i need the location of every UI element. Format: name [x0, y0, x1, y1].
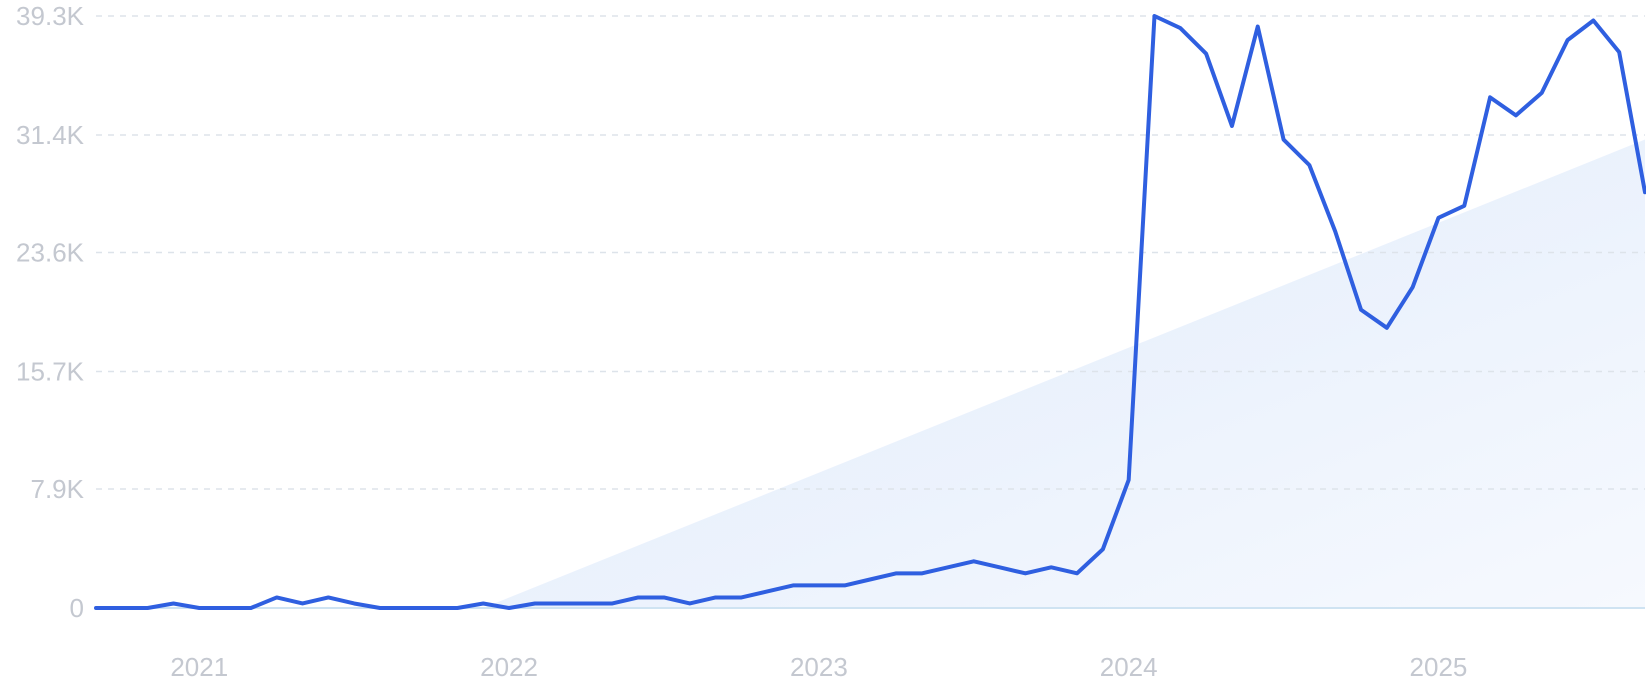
y-tick-label: 15.7K: [16, 357, 85, 387]
series-line: [94, 14, 1646, 610]
trend-area: [483, 139, 1645, 609]
y-tick-label: 0: [70, 593, 84, 623]
y-tick-label: 23.6K: [16, 237, 85, 267]
y-tick-label: 31.4K: [16, 120, 85, 150]
y-tick-label: 39.3K: [16, 1, 85, 31]
trend-area-layer: [483, 139, 1645, 609]
x-tick-label: 2023: [790, 652, 848, 682]
x-tick-label: 2025: [1410, 652, 1468, 682]
y-tick-label: 7.9K: [31, 474, 85, 504]
x-tick-label: 2021: [170, 652, 228, 682]
y-axis-ticks: 0 7.9K 15.7K 23.6K 31.4K 39.3K: [16, 1, 85, 623]
x-axis-ticks: 2021 2022 2023 2024 2025: [170, 652, 1467, 682]
x-tick-label: 2022: [480, 652, 538, 682]
x-tick-label: 2024: [1100, 652, 1158, 682]
series-layer: [94, 14, 1646, 610]
gridlines: [96, 15, 1645, 609]
